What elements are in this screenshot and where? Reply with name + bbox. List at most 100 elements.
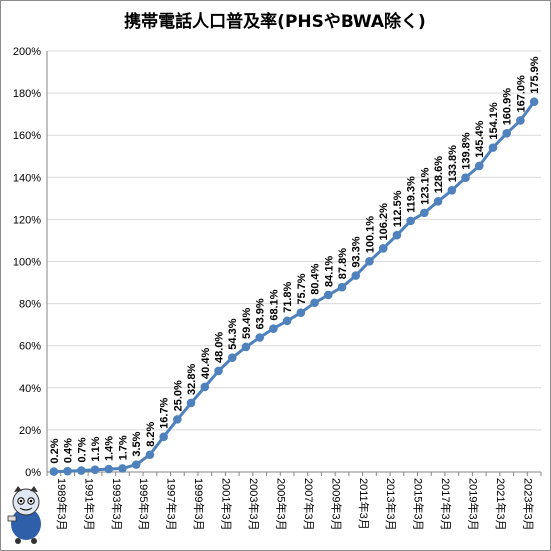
y-tick-label: 40% bbox=[19, 383, 41, 395]
data-point bbox=[337, 282, 347, 292]
data-label: 93.3% bbox=[351, 236, 363, 267]
data-point bbox=[131, 460, 141, 469]
data-point bbox=[378, 244, 388, 253]
y-axis-ticks: 0% 20% 40% 60% 80% 100% 120% 140% 160% 180% 200% bbox=[13, 46, 41, 479]
data-label: 154.1% bbox=[488, 102, 500, 140]
data-point bbox=[63, 466, 72, 476]
data-point bbox=[351, 271, 361, 280]
x-tick-label: 2015年3月 bbox=[412, 478, 426, 531]
data-label: 63.9% bbox=[255, 298, 267, 329]
x-tick-label: 2001年3月 bbox=[220, 478, 234, 531]
data-point bbox=[77, 466, 86, 475]
y-tick-label: 60% bbox=[19, 341, 41, 353]
data-label: 3.5% bbox=[131, 431, 143, 456]
data-point bbox=[49, 467, 59, 476]
axes bbox=[46, 51, 542, 476]
x-tick-label: 2017年3月 bbox=[439, 478, 453, 531]
y-tick-label: 120% bbox=[13, 214, 41, 226]
data-point bbox=[104, 464, 114, 474]
data-label: 1.7% bbox=[117, 435, 129, 460]
data-label: 75.7% bbox=[296, 273, 308, 304]
data-label: 139.8% bbox=[461, 132, 473, 170]
data-label: 0.4% bbox=[63, 438, 75, 463]
data-point bbox=[269, 324, 278, 333]
x-tick-label: 1989年3月 bbox=[55, 478, 69, 531]
y-tick-label: 140% bbox=[13, 172, 41, 184]
x-tick-label: 2009年3月 bbox=[329, 478, 343, 531]
data-label: 59.4% bbox=[241, 308, 253, 339]
data-label: 0.7% bbox=[76, 437, 88, 462]
data-label: 100.1% bbox=[364, 216, 376, 254]
data-label: 71.8% bbox=[282, 281, 294, 312]
data-point bbox=[90, 465, 100, 474]
y-tick-label: 180% bbox=[13, 88, 41, 100]
x-tick-label: 2005年3月 bbox=[274, 478, 288, 531]
data-point bbox=[200, 382, 210, 392]
y-tick-label: 100% bbox=[13, 257, 41, 269]
data-label: 87.8% bbox=[337, 248, 349, 279]
data-label: 123.1% bbox=[419, 167, 431, 205]
data-label: 32.8% bbox=[186, 364, 198, 395]
data-labels: 0.2% 0.4% 0.7% 1.1% 1.4% 1.7% 3.5% 8.2%16.7%25.… bbox=[49, 56, 541, 463]
x-tick-label: 1991年3月 bbox=[82, 478, 96, 531]
data-label: 8.2% bbox=[145, 421, 157, 446]
x-tick-label: 1999年3月 bbox=[192, 478, 206, 531]
data-point bbox=[365, 256, 374, 266]
data-label: 48.0% bbox=[214, 332, 226, 363]
data-point bbox=[227, 353, 237, 362]
data-label: 106.2% bbox=[378, 203, 390, 241]
data-label: 1.1% bbox=[90, 436, 102, 461]
data-point bbox=[282, 316, 292, 326]
data-point bbox=[310, 298, 319, 308]
data-label: 167.0% bbox=[515, 75, 527, 113]
data-point bbox=[324, 290, 333, 300]
x-axis-ticks: 1989年3月 1991年3月 1993年3月 1995年3月 1997年3月 1999年… bbox=[55, 478, 536, 531]
data-label: 133.8% bbox=[447, 145, 459, 183]
data-point bbox=[447, 186, 457, 195]
data-point bbox=[433, 196, 443, 206]
data-point bbox=[241, 342, 251, 352]
data-point bbox=[159, 432, 168, 442]
data-label: 112.5% bbox=[392, 190, 404, 227]
x-tick-label: 2023年3月 bbox=[521, 478, 535, 531]
data-label: 40.4% bbox=[200, 348, 212, 379]
y-tick-label: 80% bbox=[19, 299, 41, 311]
data-label: 25.0% bbox=[172, 380, 184, 411]
data-label: 0.2% bbox=[49, 438, 61, 463]
y-tick-label: 0% bbox=[25, 467, 41, 479]
data-point bbox=[145, 450, 155, 460]
y-tick-label: 200% bbox=[13, 46, 41, 58]
data-point bbox=[474, 161, 484, 171]
data-point bbox=[516, 116, 525, 125]
data-point bbox=[186, 398, 196, 408]
x-tick-label: 2013年3月 bbox=[384, 478, 398, 531]
data-label: 128.6% bbox=[433, 156, 445, 194]
chart-title: 携帯電話人口普及率(PHSやBWA除く) bbox=[124, 11, 426, 32]
data-point bbox=[502, 129, 511, 138]
data-label: 160.9% bbox=[502, 88, 514, 126]
y-tick-label: 160% bbox=[13, 130, 41, 142]
data-label: 119.3% bbox=[406, 176, 418, 213]
data-label: 16.7% bbox=[159, 397, 171, 428]
data-point bbox=[529, 97, 539, 107]
x-tick-label: 2021年3月 bbox=[494, 478, 508, 531]
gridlines bbox=[47, 50, 541, 431]
series-line-group bbox=[49, 97, 539, 476]
y-tick-label: 20% bbox=[19, 425, 41, 437]
data-label: 175.9% bbox=[529, 56, 541, 94]
data-point bbox=[255, 333, 264, 342]
data-label: 80.4% bbox=[310, 263, 322, 294]
data-point bbox=[406, 216, 415, 226]
data-label: 54.3% bbox=[227, 318, 239, 349]
x-tick-label: 2003年3月 bbox=[247, 478, 261, 531]
data-label: 84.1% bbox=[323, 256, 335, 287]
x-tick-label: 2011年3月 bbox=[357, 478, 371, 530]
data-point bbox=[488, 143, 498, 152]
data-point bbox=[118, 464, 127, 473]
data-point bbox=[296, 308, 306, 317]
data-point bbox=[420, 208, 429, 218]
x-tick-label: 1997年3月 bbox=[165, 478, 179, 531]
x-tick-label: 1995年3月 bbox=[137, 478, 151, 531]
